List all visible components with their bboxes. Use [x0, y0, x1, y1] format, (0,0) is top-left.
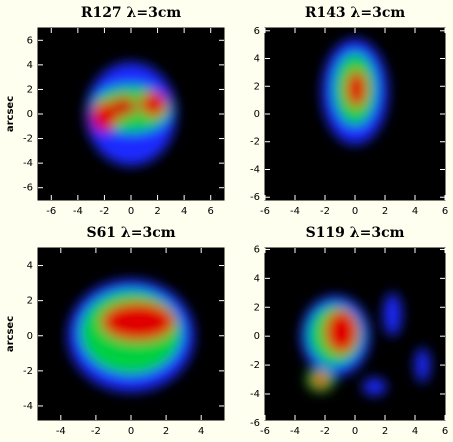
- y-tick-label: 2: [254, 302, 260, 313]
- y-tick-label: -6: [250, 192, 260, 203]
- emission-blob: [313, 372, 328, 387]
- y-tick-label: 0: [254, 331, 260, 342]
- x-tick-label: 6: [208, 206, 214, 217]
- x-tick-label: -2: [99, 206, 109, 217]
- blobs: [322, 39, 388, 145]
- x-tick-label: 4: [412, 426, 418, 437]
- x-tick-label: -4: [73, 206, 83, 217]
- emission-blob: [140, 91, 167, 117]
- emission-blob: [362, 378, 387, 396]
- x-tick-label: 2: [382, 206, 388, 217]
- y-axis-label: arcsec: [5, 96, 16, 132]
- blobs: [301, 292, 430, 396]
- y-tick-label: -4: [23, 401, 33, 412]
- emission-blob: [415, 347, 430, 383]
- y-tick-label: -6: [23, 183, 33, 194]
- y-tick-label: 4: [27, 60, 33, 71]
- x-tick-label: 6: [442, 426, 448, 437]
- panel-title: R127 λ=3cm: [81, 5, 182, 21]
- x-tick-label: -6: [260, 206, 270, 217]
- x-tick-label: 0: [352, 206, 358, 217]
- y-tick-label: -2: [23, 134, 33, 145]
- y-tick-label: -2: [250, 360, 260, 371]
- emission-blob: [383, 292, 402, 337]
- x-tick-label: 0: [128, 206, 134, 217]
- x-tick-label: -4: [290, 426, 300, 437]
- x-tick-label: 0: [352, 426, 358, 437]
- y-tick-label: -2: [250, 137, 260, 148]
- y-tick-label: -4: [250, 164, 260, 175]
- panel: S61 λ=3cm arcsec -4 -2 0 2 4 -4 -2 0 2 4: [5, 225, 225, 437]
- emission-blob: [109, 96, 137, 117]
- y-tick-label: 0: [27, 109, 33, 120]
- x-tick-label: -2: [320, 426, 330, 437]
- y-tick-label: 6: [254, 244, 260, 255]
- panel: R127 λ=3cm arcsec -6 -4 -2 0 2 4 6 -6 -4 -2 0 2 4 6: [5, 5, 225, 217]
- x-tick-label: 0: [128, 426, 134, 437]
- y-tick-label: 4: [254, 273, 260, 284]
- y-tick-label: -4: [250, 389, 260, 400]
- panel-title: S61 λ=3cm: [86, 225, 175, 241]
- x-tick-label: 2: [382, 426, 388, 437]
- x-tick-label: -4: [290, 206, 300, 217]
- y-tick-label: -4: [23, 158, 33, 169]
- emission-blob: [325, 310, 358, 354]
- x-tick-label: 4: [412, 206, 418, 217]
- emission-blob: [346, 71, 367, 108]
- emission-image: [301, 292, 430, 396]
- y-tick-label: -2: [23, 366, 33, 377]
- emission-image: [67, 279, 195, 392]
- panel: R143 λ=3cm -6 -4 -2 0 2 4 6 -6 -4 -2 0 2 4 6: [250, 5, 448, 217]
- x-tick-label: -6: [260, 426, 270, 437]
- blobs: [67, 279, 195, 392]
- y-tick-label: 4: [27, 261, 33, 272]
- y-tick-label: 2: [254, 81, 260, 92]
- x-tick-label: -2: [91, 426, 101, 437]
- x-tick-label: -4: [56, 426, 66, 437]
- y-axis-label: arcsec: [5, 316, 16, 352]
- x-tick-label: 2: [154, 206, 160, 217]
- x-tick-label: 4: [181, 206, 187, 217]
- x-tick-label: 6: [442, 206, 448, 217]
- x-tick-label: 2: [163, 426, 169, 437]
- x-tick-label: -2: [320, 206, 330, 217]
- y-tick-label: -6: [250, 418, 260, 429]
- emission-image: [322, 39, 388, 145]
- y-tick-label: 6: [254, 26, 260, 37]
- y-tick-label: 6: [27, 35, 33, 46]
- y-tick-label: 2: [27, 296, 33, 307]
- x-tick-label: 4: [198, 426, 204, 437]
- y-tick-label: 0: [27, 331, 33, 342]
- blobs: [85, 62, 177, 166]
- panel: S119 λ=3cm -6 -4 -2 0 2 4 6 -6 -4 -2 0 2 4 6: [250, 225, 448, 437]
- panel-title: R143 λ=3cm: [305, 5, 406, 21]
- y-tick-label: 4: [254, 54, 260, 65]
- panel-title: S119 λ=3cm: [306, 225, 405, 241]
- y-tick-label: 2: [27, 84, 33, 95]
- emission-blob: [101, 302, 175, 342]
- y-tick-label: 0: [254, 109, 260, 120]
- emission-image: [85, 62, 177, 166]
- x-tick-label: -6: [46, 206, 56, 217]
